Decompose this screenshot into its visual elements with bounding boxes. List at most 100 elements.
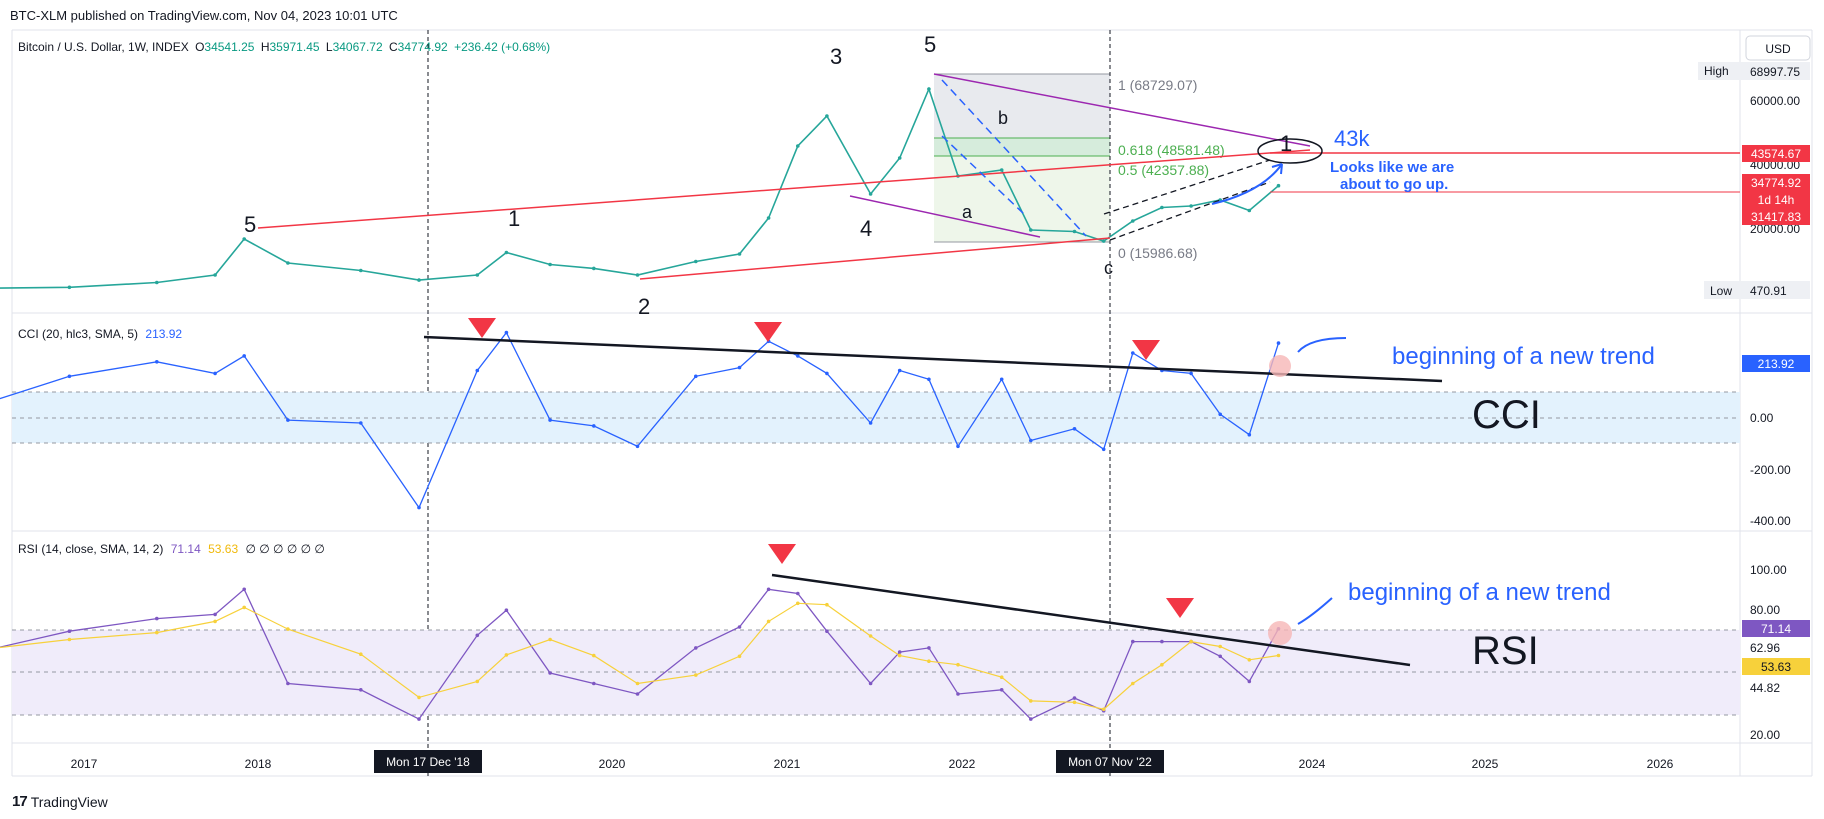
last-price-badge: 34774.92 [1751, 176, 1801, 190]
outlook-note-line2: about to go up. [1340, 176, 1448, 193]
price-line [0, 86, 1280, 289]
rsi-tick: 44.82 [1750, 681, 1780, 695]
lower-trendline[interactable] [639, 237, 1111, 280]
brand-footer[interactable]: 17 TradingView [12, 793, 108, 810]
rsi-ma-point [504, 653, 509, 657]
countdown-badge: 1d 14h [1758, 193, 1795, 207]
time-tick: 2017 [71, 757, 98, 771]
cci-point [1101, 447, 1106, 452]
rsi-ma-point [417, 695, 421, 700]
target-ellipse[interactable] [1257, 138, 1323, 164]
rsi-ma-point [592, 653, 596, 658]
cursor-time-label-bg [1056, 750, 1164, 773]
low-marker: Low 470.91 [1704, 281, 1810, 299]
wave-label: 2 [638, 294, 650, 319]
falling-wedge-bottom[interactable] [849, 195, 1041, 238]
rsi-legend-value: 71.14 [171, 542, 201, 556]
rsi-ma-line [0, 602, 1279, 710]
cci-legend-value: 213.92 [145, 327, 182, 341]
cci-point [956, 444, 960, 449]
publish-header: BTC-XLM published on TradingView.com, No… [10, 8, 398, 23]
price-point [67, 285, 72, 290]
upper-trendline[interactable] [257, 149, 1311, 229]
pointer-arrow-icon [1297, 597, 1333, 625]
cci-value-badge: 213.92 [1758, 357, 1795, 371]
price-point [897, 156, 902, 160]
rsi-point [155, 616, 159, 621]
rsi-point [475, 633, 480, 638]
cci-point [592, 424, 596, 428]
rising-channel-line[interactable] [1109, 181, 1271, 241]
cci-tick: -200.00 [1750, 463, 1791, 477]
rsi-point [359, 688, 363, 692]
rsi-value-badge: 71.14 [1761, 622, 1791, 636]
wave-label: b [998, 108, 1008, 128]
legend-low: 34067.72 [333, 40, 383, 54]
rsi-point [825, 629, 829, 633]
rsi-ma-point [825, 602, 829, 607]
rsi-ma-point [694, 673, 698, 677]
rsi-ma-point [242, 605, 246, 610]
rsi-point [1072, 696, 1077, 700]
price-point [1160, 205, 1164, 210]
cci-point [548, 418, 552, 422]
cci-point [1247, 432, 1252, 437]
cci-point [897, 368, 902, 373]
corrective-channel-line[interactable] [941, 79, 1087, 237]
rsi-legend-ma: 53.63 [208, 542, 238, 556]
currency-button[interactable]: USD [1745, 35, 1811, 61]
down-triangle-icon [1166, 598, 1194, 618]
rsi-point [999, 688, 1004, 692]
price-point [1072, 229, 1077, 234]
fib-level-0: 0 (15986.68) [1118, 245, 1197, 261]
price-point [1276, 183, 1281, 188]
rsi-ma-badge-bg [1742, 658, 1810, 675]
rsi-ma-point [475, 679, 480, 684]
cci-point [67, 374, 72, 379]
wave-label: 5 [924, 32, 936, 57]
rsi-ma-point [868, 634, 873, 638]
rsi-ma-point [897, 653, 902, 658]
fib-level-1: 1 (68729.07) [1118, 77, 1197, 93]
price-point [592, 266, 596, 271]
rsi-ma-point [1189, 639, 1193, 644]
cci-legend: CCI (20, hlc3, SMA, 5) 213.92 [18, 327, 182, 341]
time-tick: 2025 [1472, 757, 1499, 771]
panel-frame [11, 29, 1813, 777]
cci-annotation: beginning of a new trend [1392, 343, 1655, 370]
cci-tick: 0.00 [1750, 411, 1774, 425]
low-label: Low [1710, 284, 1732, 298]
price-point [1029, 228, 1033, 232]
rising-channel-line[interactable] [1103, 159, 1271, 215]
legend-close: 34774.92 [398, 40, 448, 54]
price-point [927, 87, 931, 91]
currency-label[interactable]: USD [1765, 42, 1791, 56]
rsi-point [1218, 654, 1222, 659]
cci-resistance-line[interactable] [423, 335, 1443, 383]
rsi-resistance-line[interactable] [771, 573, 1411, 667]
rsi-point [766, 587, 771, 592]
level-badge: 31417.83 [1751, 210, 1801, 224]
price-tick: 20000.00 [1750, 222, 1800, 236]
corrective-channel-line[interactable] [941, 135, 1025, 215]
cci-point [927, 377, 931, 382]
price-point [475, 273, 480, 277]
cci-point [359, 421, 363, 425]
price-point [1189, 204, 1193, 208]
legend-close-label: C [389, 40, 398, 54]
time-tick: 2021 [774, 757, 801, 771]
target-note: 43k [1334, 126, 1370, 151]
target-badge: 43574.67 [1751, 147, 1801, 161]
legend-low-label: L [326, 40, 333, 54]
wave-label: 5 [244, 212, 256, 237]
cci-point [796, 354, 800, 358]
price-point [796, 144, 800, 148]
outlook-note-line1: Looks like we are [1330, 159, 1454, 176]
rsi-ma-point [1029, 699, 1033, 703]
falling-wedge-top[interactable] [933, 73, 1311, 147]
arrow-head-icon [1271, 163, 1283, 175]
rsi-point [635, 692, 640, 696]
price-point [635, 273, 640, 277]
cci-point [999, 377, 1004, 382]
